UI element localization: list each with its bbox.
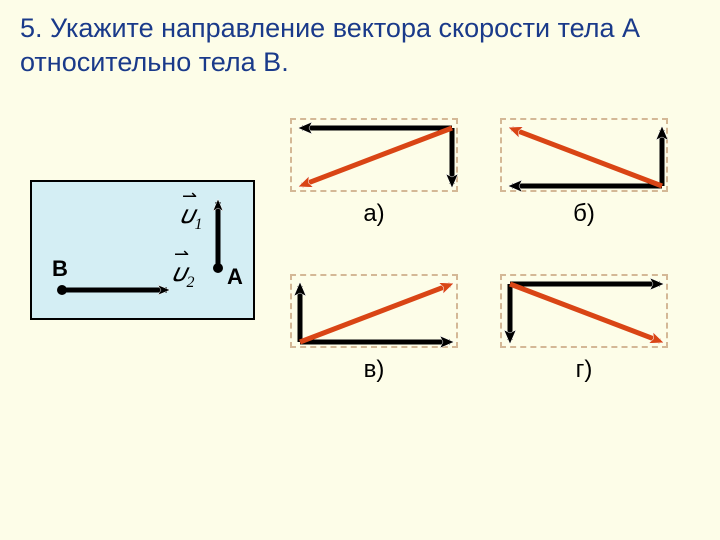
vec-arrow-2: ⇀ [174,244,189,265]
point-a-dot [213,263,223,273]
v2-sub: 2 [187,274,195,291]
main-diagram: В А ⇀ 𝜐1 ⇀ 𝜐2 [30,180,255,320]
option-label-a: а) [290,200,458,228]
option-box-a [290,118,458,192]
option-label-b: б) [500,200,668,228]
option-a[interactable]: а) [290,118,458,228]
point-b-dot [57,285,67,295]
v1-sub: 1 [195,216,203,233]
option-g[interactable]: г) [500,274,668,384]
option-v[interactable]: в) [290,274,458,384]
main-vectors-svg [32,182,257,322]
option-box-b [500,118,668,192]
label-a: А [227,264,243,290]
option-b[interactable]: б) [500,118,668,228]
option-label-g: г) [500,356,668,384]
question-title: 5. Укажите направление вектора скорости … [20,12,700,80]
symbol-v1: ⇀ 𝜐1 [180,200,203,234]
vec-arrow-1: ⇀ [182,186,197,207]
label-b: В [52,256,68,282]
symbol-v2: ⇀ 𝜐2 [172,258,195,292]
option-box-g [500,274,668,348]
option-label-v: в) [290,356,458,384]
option-box-v [290,274,458,348]
